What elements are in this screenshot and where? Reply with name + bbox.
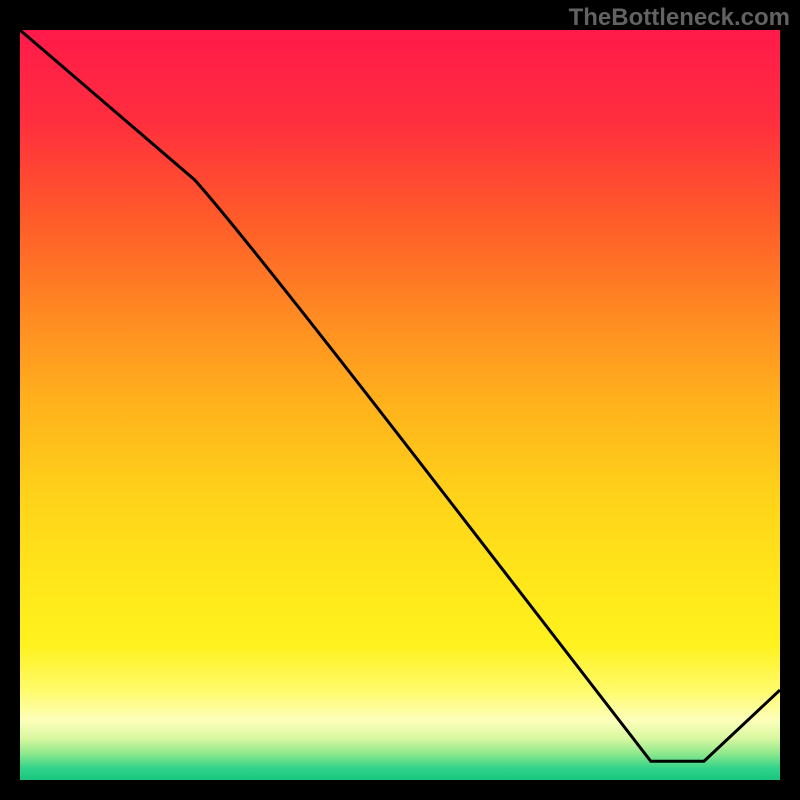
plot-area: [20, 30, 780, 780]
chart-canvas: TheBottleneck.com: [0, 0, 800, 800]
watermark-text: TheBottleneck.com: [569, 4, 790, 32]
gradient-background: [20, 30, 780, 780]
